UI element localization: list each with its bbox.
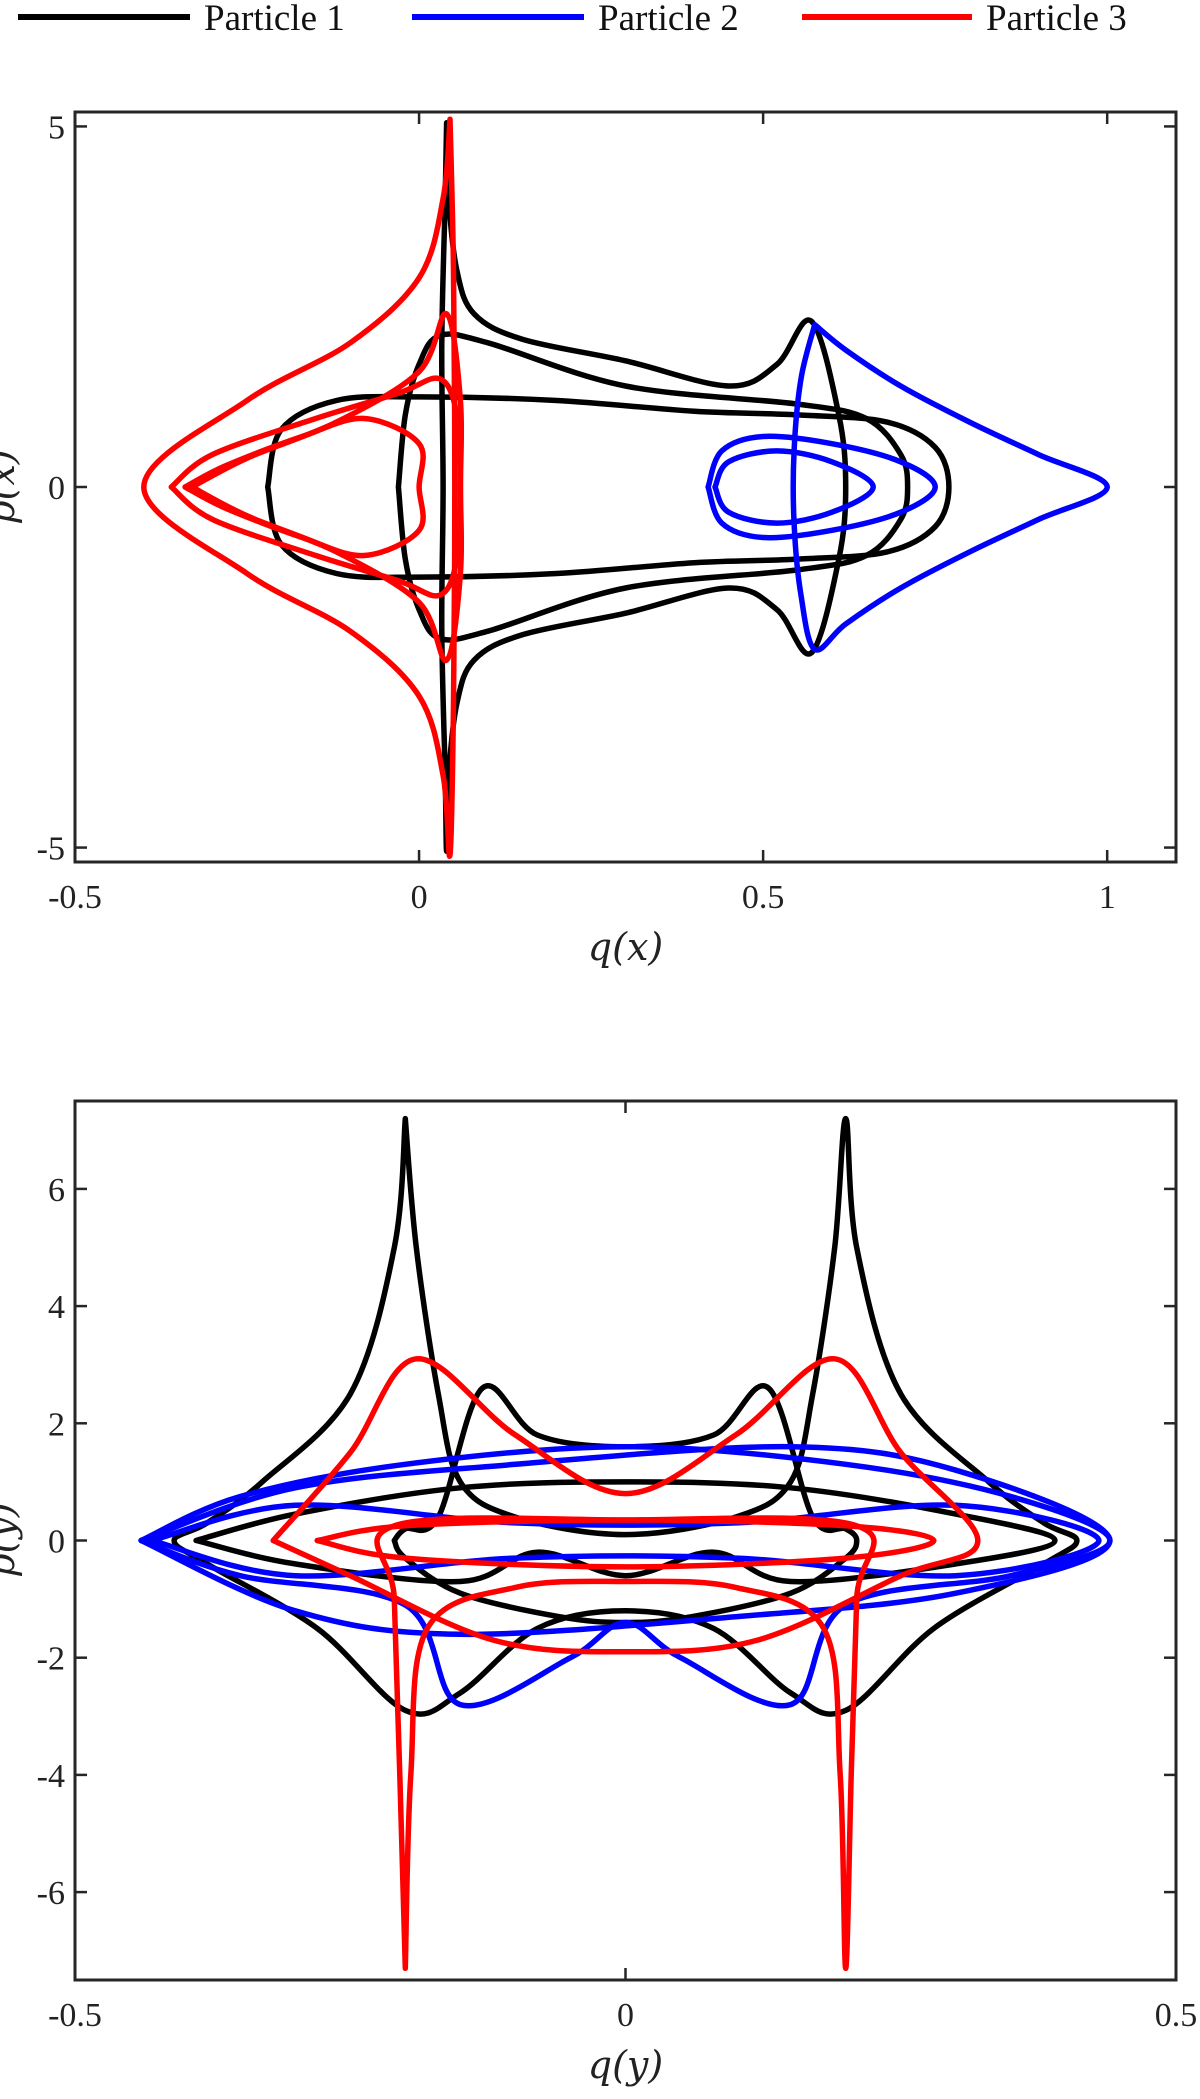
- x-tick-label: 0: [411, 879, 428, 916]
- x-tick-label: 0.5: [1155, 1997, 1198, 2034]
- y-tick-label: -5: [37, 831, 65, 868]
- x-tick-label: 0: [617, 1997, 634, 2034]
- y-tick-label: 0: [48, 1524, 65, 1561]
- legend-label-2: Particle 2: [598, 0, 739, 39]
- series-particle-1-orbit-2: [391, 1383, 860, 1626]
- legend-label-3: Particle 3: [986, 0, 1127, 39]
- series-particle-2-orbit-3: [138, 1443, 1113, 1709]
- qy-py-plot: -0.5 0 0.5 -6 -4 -2 0 2 4 6 q(y) p(y): [0, 1099, 1198, 2087]
- series-particle-2-orbit-4: [705, 433, 938, 541]
- series-particle-1-orbit-1: [264, 393, 952, 581]
- x-axis-label: q(x): [588, 925, 663, 969]
- x-tick-label: -0.5: [48, 879, 102, 916]
- curves: [138, 1115, 1113, 1972]
- series-particle-2-orbit-4: [138, 1443, 1113, 1638]
- y-tick-label: -2: [37, 1641, 65, 1678]
- y-tick-label: -6: [37, 1875, 65, 1912]
- axes-frame: [73, 110, 1178, 864]
- series-particle-3-orbit-6: [374, 1515, 877, 1972]
- series-particle-1-orbit-2: [395, 331, 911, 643]
- y-axis-label: p(x): [0, 449, 23, 524]
- y-tick-label: 2: [48, 1406, 65, 1443]
- legend: Particle 1 Particle 2 Particle 3: [18, 0, 1127, 39]
- x-tick-label: -0.5: [48, 1997, 102, 2034]
- x-tick-label: 1: [1099, 879, 1116, 916]
- y-tick-label: 0: [48, 470, 65, 507]
- y-tick-label: 4: [48, 1289, 65, 1326]
- series-particle-2-orbit-5: [712, 448, 876, 526]
- series-particle-1-orbit-1: [193, 1479, 1058, 1585]
- series-particle-3-orbit-6: [141, 116, 458, 860]
- y-axis-label: p(y): [0, 1502, 23, 1577]
- legend-label-1: Particle 1: [204, 0, 345, 39]
- series-particle-3-orbit-9: [182, 415, 426, 559]
- axes-frame: [73, 1099, 1178, 1982]
- series-particle-3-orbit-8: [314, 1517, 937, 1570]
- curves: [141, 116, 1110, 860]
- y-tick-label: -4: [37, 1758, 65, 1795]
- x-axis-label: q(y): [588, 2043, 663, 2087]
- y-tick-label: 5: [48, 109, 65, 146]
- y-tick-label: 6: [48, 1172, 65, 1209]
- x-tick-label: 0.5: [742, 879, 785, 916]
- qx-px-plot: -0.5 0 0.5 1 -5 0 5 q(x) p(x): [0, 109, 1178, 969]
- series-particle-3-orbit-7: [270, 1356, 981, 1655]
- series-particle-1-orbit-0: [438, 120, 849, 854]
- series-particle-2-orbit-3: [790, 321, 1110, 653]
